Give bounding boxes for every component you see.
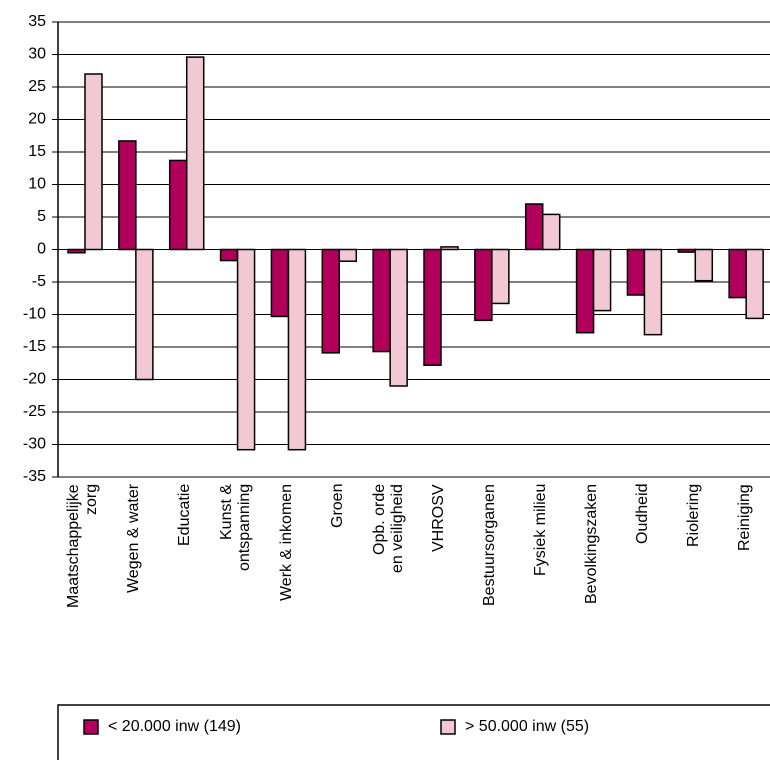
bar — [592, 248, 612, 312]
bar — [643, 248, 663, 336]
bar — [389, 248, 408, 387]
x-tick-label: Werk & inkomen — [277, 484, 295, 602]
bar — [423, 248, 442, 366]
bar — [118, 140, 137, 251]
bar — [524, 203, 544, 251]
y-tick-label: 35 — [28, 13, 46, 30]
y-tick-label: -15 — [23, 338, 46, 355]
bar — [67, 248, 86, 254]
legend-swatch — [440, 719, 456, 735]
bar — [626, 248, 646, 296]
y-tick-label: -35 — [23, 468, 46, 485]
bar — [185, 56, 205, 251]
x-tick-label: Oudheid — [633, 484, 651, 545]
bar — [575, 248, 595, 334]
legend-label: < 20.000 inw (149) — [108, 718, 241, 735]
legend-label: > 50.000 inw (55) — [465, 718, 590, 735]
y-tick-label: -20 — [23, 371, 46, 388]
bar — [321, 248, 341, 354]
x-tick-label: Fysiek milieu — [532, 484, 550, 577]
bar — [236, 248, 256, 451]
y-tick-label: 0 — [37, 241, 46, 258]
x-tick-label: VHROSV — [430, 484, 448, 552]
y-tick-label: -5 — [32, 273, 46, 290]
bar — [728, 248, 747, 299]
bar — [440, 246, 459, 251]
y-tick-label: 5 — [37, 208, 46, 225]
x-tick-label: Wegen & water — [125, 484, 143, 594]
bar — [168, 159, 188, 251]
x-tick-label: Educatie — [176, 484, 194, 547]
bar — [677, 248, 697, 253]
bar — [84, 73, 103, 251]
y-tick-label: 30 — [28, 46, 46, 63]
y-tick-label: 20 — [28, 111, 46, 128]
x-tick-label: Reiniging — [735, 484, 753, 551]
bar — [287, 248, 307, 451]
y-tick-label: 15 — [28, 143, 46, 160]
x-tick-label: Opb. orde en veiligheid — [370, 484, 406, 573]
x-tick-label: Kunst & ontspanning — [218, 484, 253, 572]
bar — [694, 248, 714, 282]
bar — [270, 248, 290, 318]
bar — [745, 248, 764, 320]
y-tick-label: -10 — [23, 306, 46, 323]
x-tick-label: Riolering — [684, 484, 702, 548]
bar — [338, 248, 358, 262]
y-tick-label: 25 — [28, 78, 46, 95]
legend-swatch — [83, 719, 99, 735]
y-tick-label: -30 — [23, 436, 46, 453]
bar — [474, 248, 493, 322]
x-tick-label: Groen — [328, 484, 346, 529]
x-tick-label: Bestuursorganen — [481, 484, 499, 606]
bar — [541, 213, 561, 251]
bar — [491, 248, 510, 305]
y-tick-label: 10 — [28, 176, 46, 193]
bar — [219, 248, 239, 262]
bar — [135, 248, 154, 381]
y-tick-label: -25 — [23, 403, 46, 420]
x-tick-label: Bevolkingszaken — [583, 484, 600, 605]
bar — [372, 248, 391, 353]
x-tick-label: Maatschappelijke zorg — [65, 484, 101, 608]
legend-box — [57, 704, 770, 760]
